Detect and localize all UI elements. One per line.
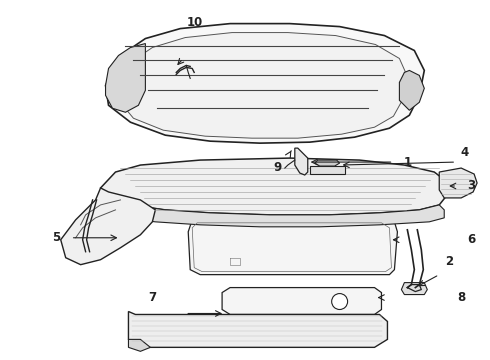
Polygon shape <box>222 288 382 315</box>
Polygon shape <box>295 148 308 175</box>
Text: 3: 3 <box>467 180 475 193</box>
Polygon shape <box>128 311 388 347</box>
Text: 10: 10 <box>187 16 203 29</box>
Text: 5: 5 <box>51 231 60 244</box>
Polygon shape <box>105 24 424 143</box>
Text: 9: 9 <box>274 161 282 174</box>
Polygon shape <box>315 160 340 166</box>
Text: 8: 8 <box>457 291 465 304</box>
Polygon shape <box>188 218 397 275</box>
Text: 1: 1 <box>403 156 412 168</box>
Polygon shape <box>61 188 155 265</box>
Polygon shape <box>399 71 424 110</box>
Polygon shape <box>119 32 407 138</box>
Text: 6: 6 <box>467 233 475 246</box>
Polygon shape <box>310 166 344 174</box>
Polygon shape <box>128 339 150 351</box>
Text: 4: 4 <box>460 145 468 159</box>
Circle shape <box>332 293 347 310</box>
Polygon shape <box>105 44 146 112</box>
Polygon shape <box>401 283 427 294</box>
Text: 2: 2 <box>445 255 453 268</box>
Polygon shape <box>439 168 477 198</box>
Text: 7: 7 <box>148 291 156 304</box>
Polygon shape <box>105 198 444 227</box>
Polygon shape <box>100 158 447 215</box>
